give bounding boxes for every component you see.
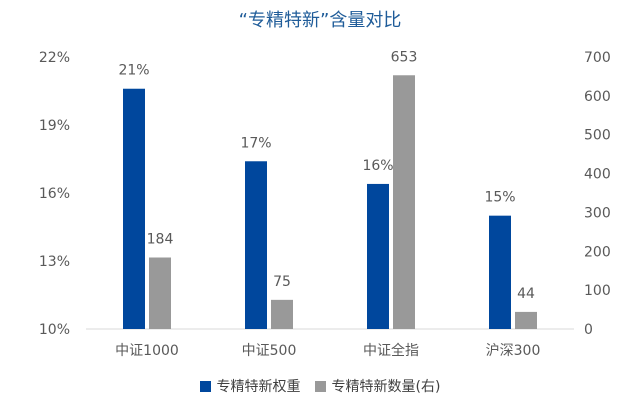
legend-label-weight: 专精特新权重 xyxy=(216,379,301,395)
legend-swatch-weight xyxy=(199,380,211,392)
bar-count xyxy=(271,299,293,329)
x-tick-label: 中证1000 xyxy=(115,343,179,359)
y-left-tick-label: 22% xyxy=(39,50,70,66)
bar-weight xyxy=(367,183,389,329)
x-tick-label: 沪深300 xyxy=(486,343,541,359)
x-tick-label: 中证500 xyxy=(242,343,297,359)
y-right-tick-label: 600 xyxy=(584,89,611,105)
y-right-tick-label: 200 xyxy=(584,244,611,260)
y-left-tick-label: 16% xyxy=(39,186,70,202)
legend-item-count: 专精特新数量(右) xyxy=(314,376,441,396)
data-label-count: 44 xyxy=(517,286,535,302)
data-label-count: 75 xyxy=(273,274,291,290)
y-right-tick-label: 700 xyxy=(584,50,611,66)
bar-weight xyxy=(245,161,267,329)
y-right-tick-label: 500 xyxy=(584,128,611,144)
bar-count xyxy=(393,75,415,330)
data-label-count: 184 xyxy=(147,232,174,248)
data-label-count: 653 xyxy=(391,49,418,65)
bar-count xyxy=(515,311,537,329)
y-left-tick-label: 13% xyxy=(39,254,70,270)
y-right-tick-label: 0 xyxy=(584,322,593,338)
y-left-tick-label: 19% xyxy=(39,118,70,134)
bar-weight xyxy=(489,215,511,329)
y-right-tick-label: 300 xyxy=(584,205,611,221)
bar-weight xyxy=(123,88,145,329)
data-label-weight: 16% xyxy=(362,158,393,174)
y-right-tick-label: 400 xyxy=(584,167,611,183)
y-right-tick-label: 100 xyxy=(584,283,611,299)
data-label-weight: 21% xyxy=(118,63,149,79)
legend-item-weight: 专精特新权重 xyxy=(199,376,301,396)
data-label-weight: 15% xyxy=(484,190,515,206)
legend: 专精特新权重 专精特新数量(右) xyxy=(0,376,640,396)
data-label-weight: 17% xyxy=(240,135,271,151)
legend-label-count: 专精特新数量(右) xyxy=(331,379,441,395)
bar-count xyxy=(149,257,171,329)
legend-swatch-count xyxy=(314,380,326,392)
x-tick-label: 中证全指 xyxy=(363,342,419,359)
chart-title: “专精特新”含量对比 xyxy=(238,10,402,31)
y-left-tick-label: 10% xyxy=(39,322,70,338)
